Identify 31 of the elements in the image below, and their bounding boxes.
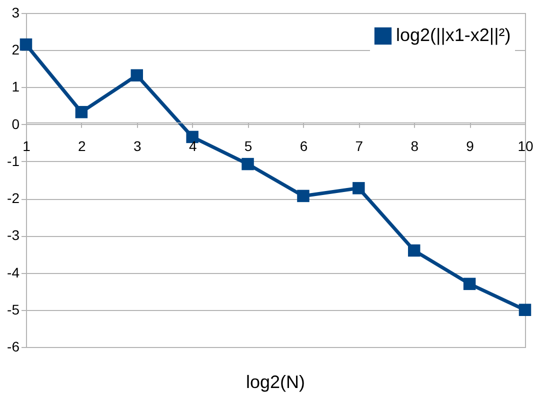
y-tick-label: -6 <box>7 338 20 354</box>
y-tick-label: -2 <box>7 190 20 206</box>
x-tick-label: 5 <box>244 138 252 154</box>
x-tick-label: 10 <box>518 138 534 154</box>
point <box>352 182 365 194</box>
y-tick-label: -3 <box>7 227 20 244</box>
x-tick-label: 7 <box>355 138 364 154</box>
point <box>130 69 144 82</box>
y-tick-label: -4 <box>7 264 20 280</box>
point <box>297 190 310 202</box>
x-tick-label: 2 <box>78 138 86 154</box>
y-tick-label: -1 <box>7 152 20 169</box>
x-tick-label: 8 <box>410 138 419 154</box>
point <box>463 278 476 290</box>
y-tick-label: 0 <box>12 116 20 132</box>
y-tick-label: -5 <box>7 301 20 318</box>
point <box>408 244 420 257</box>
y-tick-label: 1 <box>12 78 20 95</box>
point <box>242 158 254 170</box>
legend-label: log2(||x1-x2||²) <box>396 25 511 45</box>
y-tick-label: 3 <box>12 4 20 20</box>
point <box>518 304 532 316</box>
y-tick-label: 2 <box>12 42 20 58</box>
x-tick-label: 9 <box>466 138 474 154</box>
point <box>75 106 88 118</box>
x-axis-title: log2(N) <box>246 372 306 392</box>
x-tick-label: 3 <box>133 138 142 154</box>
x-tick-label: 1 <box>22 138 31 154</box>
x-tick-label: 6 <box>300 138 308 154</box>
point <box>20 38 32 51</box>
x-tick-label: 4 <box>188 138 197 154</box>
